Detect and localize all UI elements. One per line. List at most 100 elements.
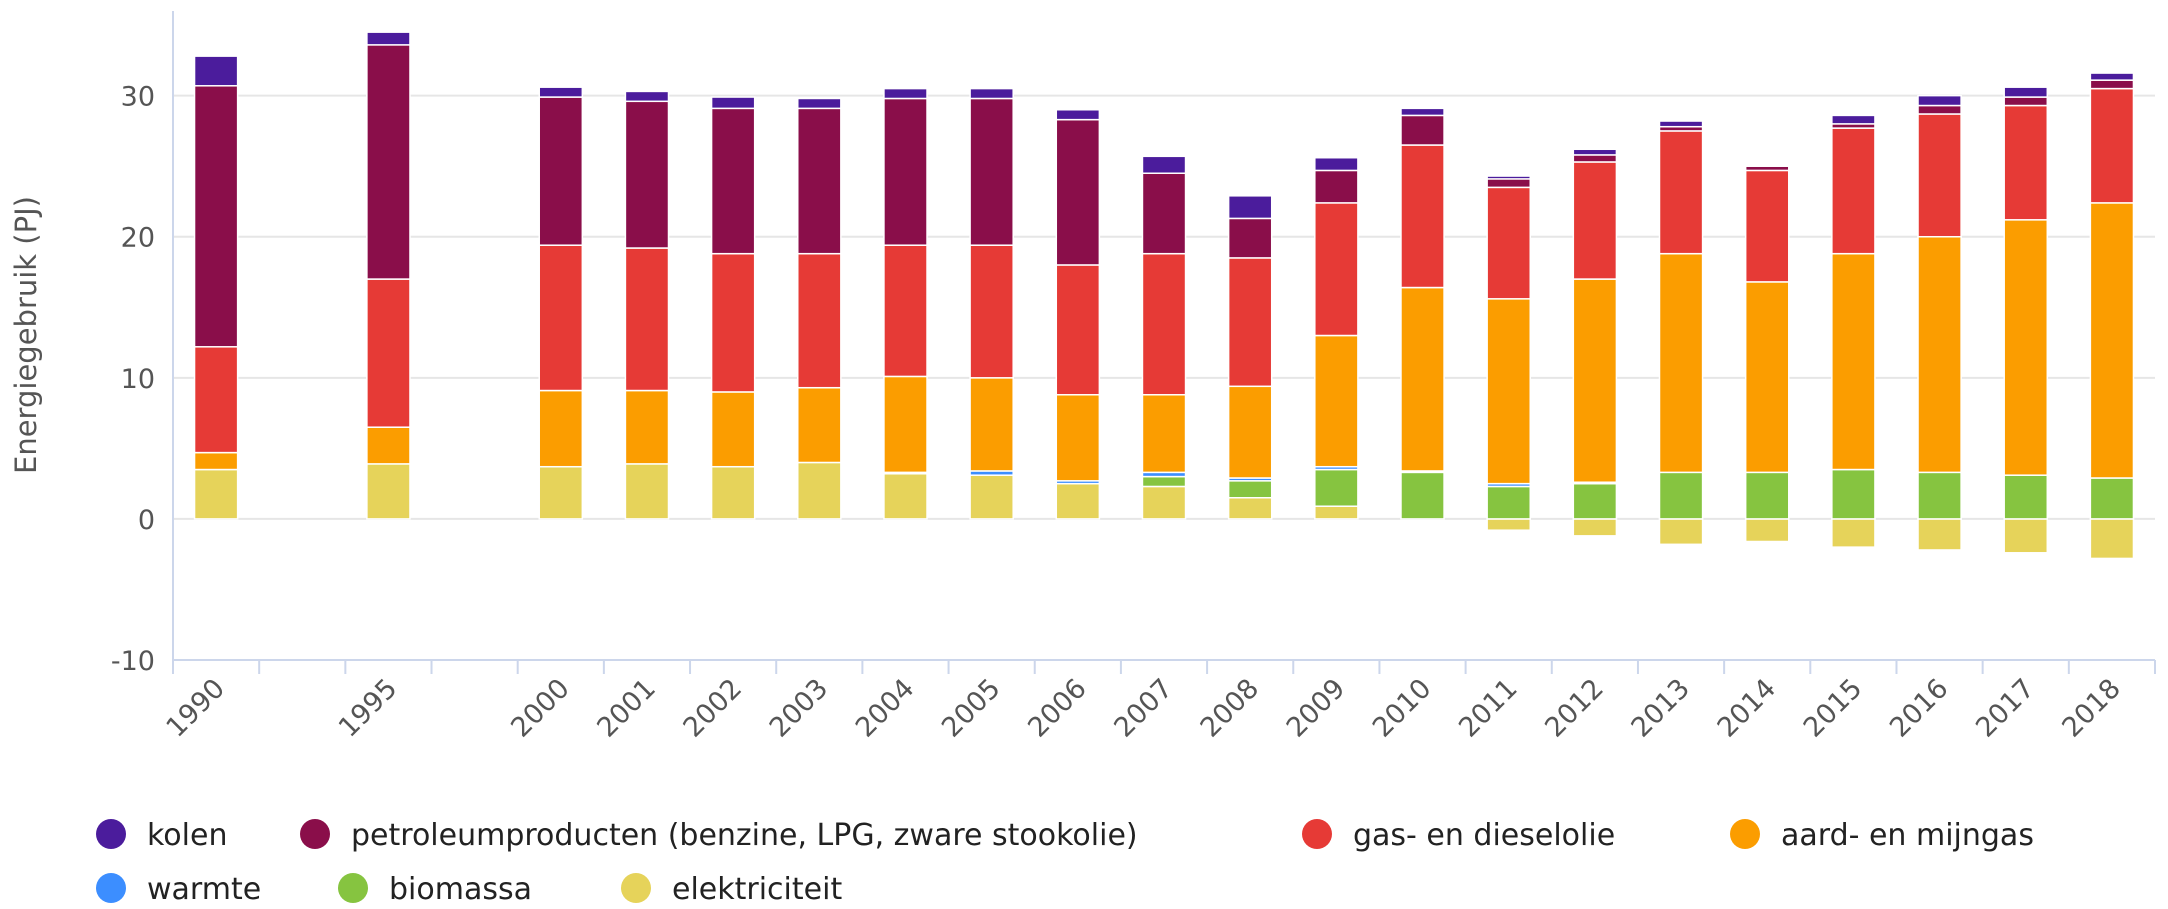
x-tick-label: 2008 (1195, 673, 1266, 744)
bar-segment (1227, 497, 1273, 520)
x-tick-label: 2002 (678, 673, 749, 744)
bar-segment (969, 244, 1014, 379)
bar-segment (1314, 169, 1359, 204)
bar-segment (1572, 148, 1618, 156)
x-tick-label: 2001 (591, 673, 662, 744)
legend-marker (338, 873, 368, 903)
bar-segment (797, 107, 842, 255)
bar-segment (1141, 475, 1187, 488)
bar-segment (1486, 518, 1531, 531)
x-tick-label: 1995 (333, 673, 404, 744)
bar-segment (1486, 186, 1531, 300)
y-tick-label: 10 (121, 364, 155, 395)
bar-segment (1314, 505, 1359, 520)
bar-segment (538, 465, 584, 520)
bar-segment (710, 465, 756, 520)
bar-segment (710, 96, 756, 110)
bar-segment (2089, 518, 2135, 560)
x-tick-label: 2018 (2056, 673, 2127, 744)
legend-label: petroleumproducten (benzine, LPG, zware … (351, 818, 1138, 853)
bar-segment (1917, 113, 1962, 238)
bar-segment (2003, 86, 2049, 98)
bar-segment (1486, 178, 1531, 189)
bar-segment (2003, 518, 2049, 554)
x-tick-label: 2005 (936, 673, 1007, 744)
bar-segment (1658, 471, 1704, 520)
bar-segment (1917, 235, 1962, 474)
bar-segment (1314, 202, 1359, 337)
bar-segment (883, 97, 928, 246)
bar-segment (1572, 482, 1618, 520)
bar-segment (1917, 94, 1962, 107)
bar-segment (1400, 144, 1445, 289)
bar-segment (883, 473, 928, 520)
bar-segment (1831, 518, 1876, 548)
bar-segment (366, 426, 411, 465)
bar-segment (2003, 104, 2049, 221)
bar-segment (1055, 109, 1101, 121)
bar-segment (969, 97, 1014, 246)
bar-segment (2089, 202, 2135, 479)
bar-segment (1572, 518, 1618, 537)
bar-segment (2003, 219, 2049, 476)
bar-segment (1314, 468, 1359, 507)
legend-marker (621, 873, 651, 903)
bar-segment (624, 389, 670, 465)
x-tick-label: 2003 (764, 673, 835, 744)
bar-segment (710, 252, 756, 393)
bar-segment (1572, 154, 1618, 163)
bar-segment (1055, 482, 1101, 520)
x-tick-label: 2009 (1281, 673, 1352, 744)
bar-segment (624, 247, 670, 392)
bar-segment (1055, 394, 1101, 482)
x-tick-label: 2004 (850, 673, 921, 744)
bar-segment (193, 85, 239, 348)
legend-marker (1302, 819, 1332, 849)
bar-segment (1744, 164, 1790, 167)
bar-segment (193, 346, 239, 454)
x-tick-label: 1990 (161, 673, 232, 744)
bar-segment (1658, 518, 1704, 546)
bar-segment (710, 391, 756, 468)
x-tick-label: 2012 (1539, 673, 1610, 744)
bar-segment (1831, 468, 1876, 520)
bar-segment (2003, 474, 2049, 520)
bar-segment (1400, 114, 1445, 146)
bar-segment (1917, 471, 1962, 520)
bar-segment (1141, 172, 1187, 255)
y-tick-label: 0 (138, 505, 155, 536)
x-tick-label: 2007 (1108, 673, 1179, 744)
bar-segment (624, 100, 670, 249)
x-tick-label: 2017 (1970, 673, 2041, 744)
bar-segment (1744, 169, 1790, 283)
bar-segment (1486, 298, 1531, 485)
bar-segment (366, 278, 411, 428)
bar-segment (797, 252, 842, 389)
bar-segment (1917, 104, 1962, 115)
bar-segment (1400, 286, 1445, 472)
bar-segment (538, 96, 584, 246)
legend-marker (96, 819, 126, 849)
bar-segment (1141, 485, 1187, 520)
bar-segment (1141, 252, 1187, 396)
bar-segment (1486, 175, 1531, 180)
bar-segment (366, 44, 411, 280)
bar-segment (1227, 217, 1273, 259)
bar-segment (1227, 195, 1273, 220)
bar-segment (1831, 114, 1876, 125)
bar-segment (1744, 471, 1790, 520)
bar-segment (797, 461, 842, 520)
bar-segment (366, 31, 411, 46)
bar-segment (1227, 257, 1273, 388)
bar-segment (1572, 161, 1618, 280)
bar-segment (1658, 120, 1704, 128)
bar-segment (624, 463, 670, 520)
bar-segment (797, 386, 842, 464)
bar-segment (2003, 96, 2049, 107)
legend-marker (1730, 819, 1760, 849)
legend-label: biomassa (389, 872, 532, 905)
bar-segment (193, 468, 239, 520)
bar-segment (1917, 518, 1962, 551)
bar-segment (1141, 155, 1187, 174)
